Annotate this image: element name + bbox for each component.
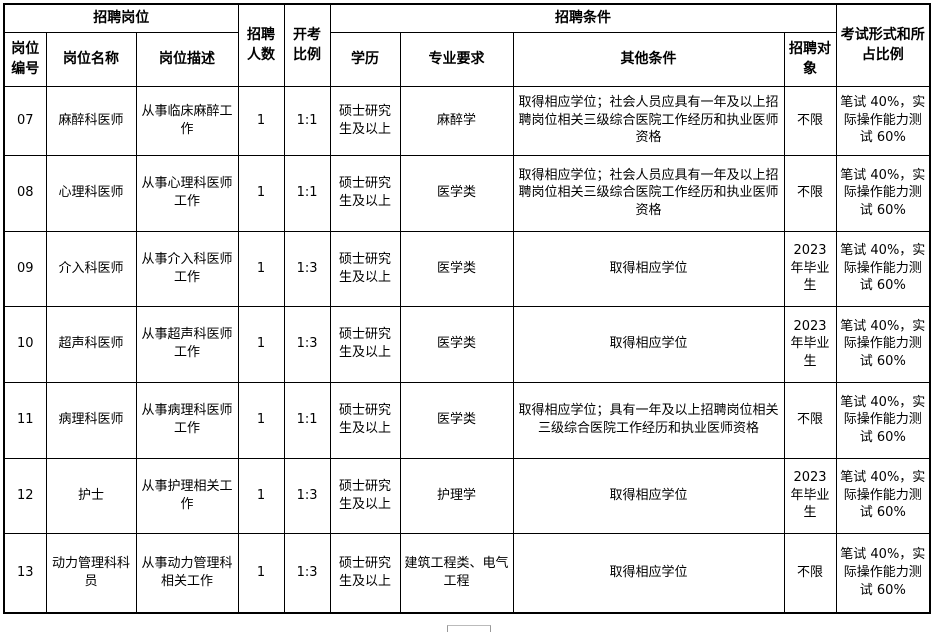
table-row: 11 病理科医师 从事病理科医师工作 1 1:1 硕士研究生及以上 医学类 取得… (3, 381, 931, 459)
cell-exam: 笔试 40%，实际操作能力测试 60% (835, 154, 931, 232)
cell-post-name: 动力管理科科员 (45, 532, 137, 614)
cell-post-name: 麻醉科医师 (45, 85, 137, 156)
header-education: 学历 (329, 31, 401, 87)
cell-post-code: 13 (3, 532, 47, 614)
cell-education: 硕士研究生及以上 (329, 532, 401, 614)
cell-count: 1 (237, 85, 285, 156)
cell-post-name: 心理科医师 (45, 154, 137, 232)
cell-ratio: 1:3 (283, 305, 331, 383)
cell-major: 医学类 (399, 381, 514, 459)
cell-other: 取得相应学位；具有一年及以上招聘岗位相关三级综合医院工作经历和执业医师资格 (512, 381, 785, 459)
cell-major: 建筑工程类、电气工程 (399, 532, 514, 614)
cell-education: 硕士研究生及以上 (329, 381, 401, 459)
header-major: 专业要求 (399, 31, 514, 87)
cell-education: 硕士研究生及以上 (329, 154, 401, 232)
header-recruit-count: 招聘人数 (237, 3, 285, 87)
recruitment-table: 招聘岗位 招聘人数 开考比例 招聘条件 考试形式和所占比例 岗位编号 岗位名称 … (3, 3, 932, 614)
cell-ratio: 1:3 (283, 532, 331, 614)
cell-education: 硕士研究生及以上 (329, 305, 401, 383)
cell-major: 医学类 (399, 154, 514, 232)
table-row: 10 超声科医师 从事超声科医师工作 1 1:3 硕士研究生及以上 医学类 取得… (3, 305, 931, 383)
cell-post-name: 病理科医师 (45, 381, 137, 459)
cell-post-code: 09 (3, 230, 47, 307)
cell-post-code: 12 (3, 457, 47, 534)
table-row: 08 心理科医师 从事心理科医师工作 1 1:1 硕士研究生及以上 医学类 取得… (3, 154, 931, 232)
cell-post-code: 08 (3, 154, 47, 232)
cell-target: 不限 (783, 154, 837, 232)
cell-other: 取得相应学位 (512, 532, 785, 614)
header-other: 其他条件 (512, 31, 785, 87)
cell-target: 不限 (783, 85, 837, 156)
cell-other: 取得相应学位 (512, 230, 785, 307)
cell-education: 硕士研究生及以上 (329, 85, 401, 156)
cell-post-desc: 从事临床麻醉工作 (135, 85, 239, 156)
cell-major: 医学类 (399, 305, 514, 383)
cell-post-code: 10 (3, 305, 47, 383)
header-exam-form: 考试形式和所占比例 (835, 3, 931, 87)
cell-count: 1 (237, 457, 285, 534)
table-row: 09 介入科医师 从事介入科医师工作 1 1:3 硕士研究生及以上 医学类 取得… (3, 230, 931, 307)
cell-count: 1 (237, 532, 285, 614)
cell-education: 硕士研究生及以上 (329, 457, 401, 534)
cell-target: 2023年毕业生 (783, 457, 837, 534)
cell-ratio: 1:3 (283, 230, 331, 307)
header-target: 招聘对象 (783, 31, 837, 87)
cell-post-desc: 从事动力管理科相关工作 (135, 532, 239, 614)
cell-count: 1 (237, 381, 285, 459)
cell-target: 不限 (783, 532, 837, 614)
cell-exam: 笔试 40%，实际操作能力测试 60% (835, 230, 931, 307)
table-row: 13 动力管理科科员 从事动力管理科相关工作 1 1:3 硕士研究生及以上 建筑… (3, 532, 931, 614)
cell-target: 不限 (783, 381, 837, 459)
header-recruit-post-group: 招聘岗位 (3, 3, 239, 33)
cell-target: 2023年毕业生 (783, 230, 837, 307)
cell-post-code: 07 (3, 85, 47, 156)
cell-post-desc: 从事介入科医师工作 (135, 230, 239, 307)
cell-other: 取得相应学位 (512, 457, 785, 534)
cell-other: 取得相应学位 (512, 305, 785, 383)
cell-ratio: 1:1 (283, 85, 331, 156)
scan-artifact (447, 625, 491, 632)
cell-post-name: 超声科医师 (45, 305, 137, 383)
header-exam-ratio: 开考比例 (283, 3, 331, 87)
cell-post-desc: 从事护理相关工作 (135, 457, 239, 534)
cell-other: 取得相应学位；社会人员应具有一年及以上招聘岗位相关三级综合医院工作经历和执业医师… (512, 85, 785, 156)
cell-education: 硕士研究生及以上 (329, 230, 401, 307)
header-row-sub: 岗位编号 岗位名称 岗位描述 学历 专业要求 其他条件 招聘对象 (3, 31, 930, 87)
cell-major: 护理学 (399, 457, 514, 534)
header-post-desc: 岗位描述 (135, 31, 239, 87)
cell-count: 1 (237, 305, 285, 383)
cell-exam: 笔试 40%，实际操作能力测试 60% (835, 85, 931, 156)
header-post-name: 岗位名称 (45, 31, 137, 87)
header-post-code: 岗位编号 (3, 31, 47, 87)
table-row: 07 麻醉科医师 从事临床麻醉工作 1 1:1 硕士研究生及以上 麻醉学 取得相… (3, 85, 931, 156)
header-row-group: 招聘岗位 招聘人数 开考比例 招聘条件 考试形式和所占比例 (3, 3, 931, 87)
cell-major: 麻醉学 (399, 85, 514, 156)
cell-post-desc: 从事超声科医师工作 (135, 305, 239, 383)
cell-post-desc: 从事病理科医师工作 (135, 381, 239, 459)
header-conditions-group: 招聘条件 (329, 3, 837, 33)
cell-ratio: 1:3 (283, 457, 331, 534)
cell-exam: 笔试 40%，实际操作能力测试 60% (835, 305, 931, 383)
cell-target: 2023年毕业生 (783, 305, 837, 383)
cell-post-code: 11 (3, 381, 47, 459)
cell-post-name: 护士 (45, 457, 137, 534)
cell-other: 取得相应学位；社会人员应具有一年及以上招聘岗位相关三级综合医院工作经历和执业医师… (512, 154, 785, 232)
cell-exam: 笔试 40%，实际操作能力测试 60% (835, 532, 931, 614)
cell-exam: 笔试 40%，实际操作能力测试 60% (835, 457, 931, 534)
cell-ratio: 1:1 (283, 154, 331, 232)
cell-count: 1 (237, 230, 285, 307)
cell-post-name: 介入科医师 (45, 230, 137, 307)
cell-count: 1 (237, 154, 285, 232)
cell-ratio: 1:1 (283, 381, 331, 459)
cell-major: 医学类 (399, 230, 514, 307)
cell-post-desc: 从事心理科医师工作 (135, 154, 239, 232)
table-row: 12 护士 从事护理相关工作 1 1:3 硕士研究生及以上 护理学 取得相应学位… (3, 457, 931, 534)
cell-exam: 笔试 40%，实际操作能力测试 60% (835, 381, 931, 459)
